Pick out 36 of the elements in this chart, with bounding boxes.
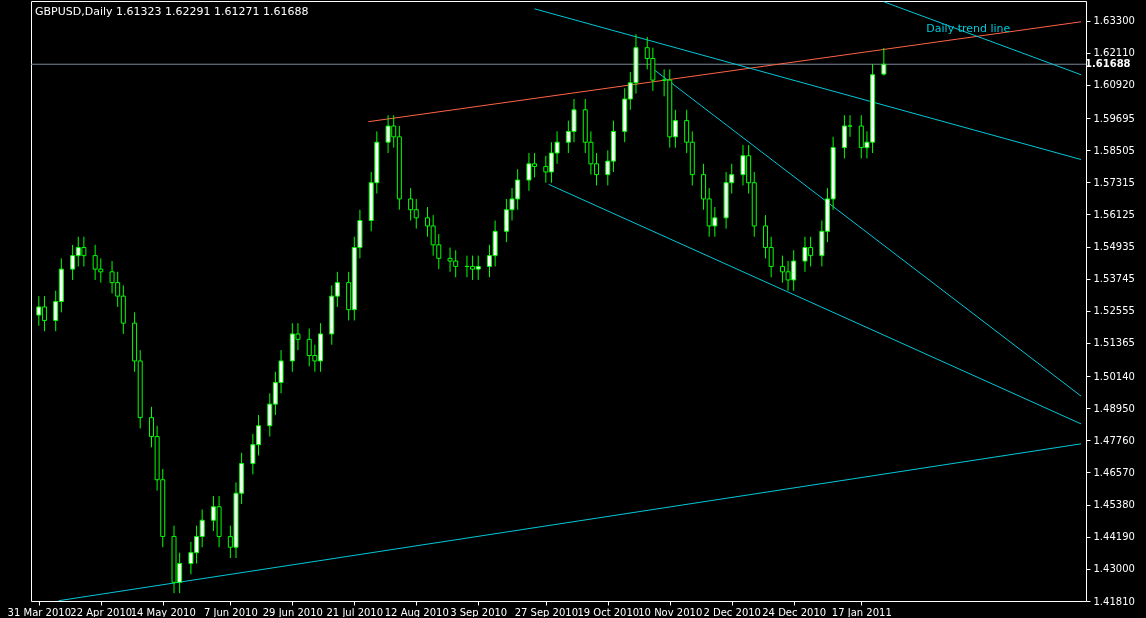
x-tick-label: 21 Jul 2010 xyxy=(326,606,384,618)
y-tick-label: 1.58505 xyxy=(1093,144,1135,156)
y-tick-label: 1.52555 xyxy=(1093,305,1135,317)
y-tick-label: 1.54935 xyxy=(1093,241,1135,253)
annotation: Daily trend line xyxy=(926,22,1011,36)
y-tick-label: 1.47760 xyxy=(1093,434,1135,446)
y-tick-label: 1.63300 xyxy=(1093,15,1135,27)
y-tick-label: 1.46570 xyxy=(1093,466,1135,478)
y-tick-label: 1.60920 xyxy=(1093,79,1135,91)
y-tick-label: 1.59695 xyxy=(1093,112,1135,124)
x-tick-label: 27 Sep 2010 xyxy=(514,606,579,618)
y-tick-label: 1.53745 xyxy=(1093,273,1135,285)
y-tick-label: 1.43000 xyxy=(1093,563,1135,575)
y-tick-label: 1.50140 xyxy=(1093,370,1135,382)
x-tick-label: 2 Dec 2010 xyxy=(703,606,761,618)
x-tick-label: 19 Oct 2010 xyxy=(577,606,640,618)
x-tick-label: 17 Jan 2011 xyxy=(831,606,892,618)
y-tick-label: 1.57315 xyxy=(1093,176,1135,188)
x-tick-label: 3 Sep 2010 xyxy=(450,606,508,618)
y-tick-label: 1.51365 xyxy=(1093,337,1135,349)
x-tick-label: 22 Apr 2010 xyxy=(70,606,133,618)
x-tick-label: 29 Jun 2010 xyxy=(262,606,323,618)
x-tick-label: 10 Nov 2010 xyxy=(638,606,703,618)
y-tick-label: 1.45380 xyxy=(1093,499,1135,511)
ref-line-label: 1.61688 xyxy=(1085,58,1131,70)
y-tick-label: 1.56125 xyxy=(1093,208,1135,220)
x-tick-label: 12 Aug 2010 xyxy=(384,606,449,618)
candlestick xyxy=(881,47,887,76)
x-tick-label: 24 Dec 2010 xyxy=(762,606,827,618)
x-tick-label: 7 Jun 2010 xyxy=(203,606,258,618)
y-tick-label: 1.44190 xyxy=(1093,531,1135,543)
chart-title: GBPUSD,Daily 1.61323 1.62291 1.61271 1.61688 xyxy=(35,5,309,18)
x-tick-label: 31 Mar 2010 xyxy=(7,606,72,618)
y-tick-label: 1.41810 xyxy=(1093,595,1135,607)
y-tick-label: 1.48950 xyxy=(1093,402,1135,414)
y-tick-label: 1.62110 xyxy=(1093,47,1135,59)
